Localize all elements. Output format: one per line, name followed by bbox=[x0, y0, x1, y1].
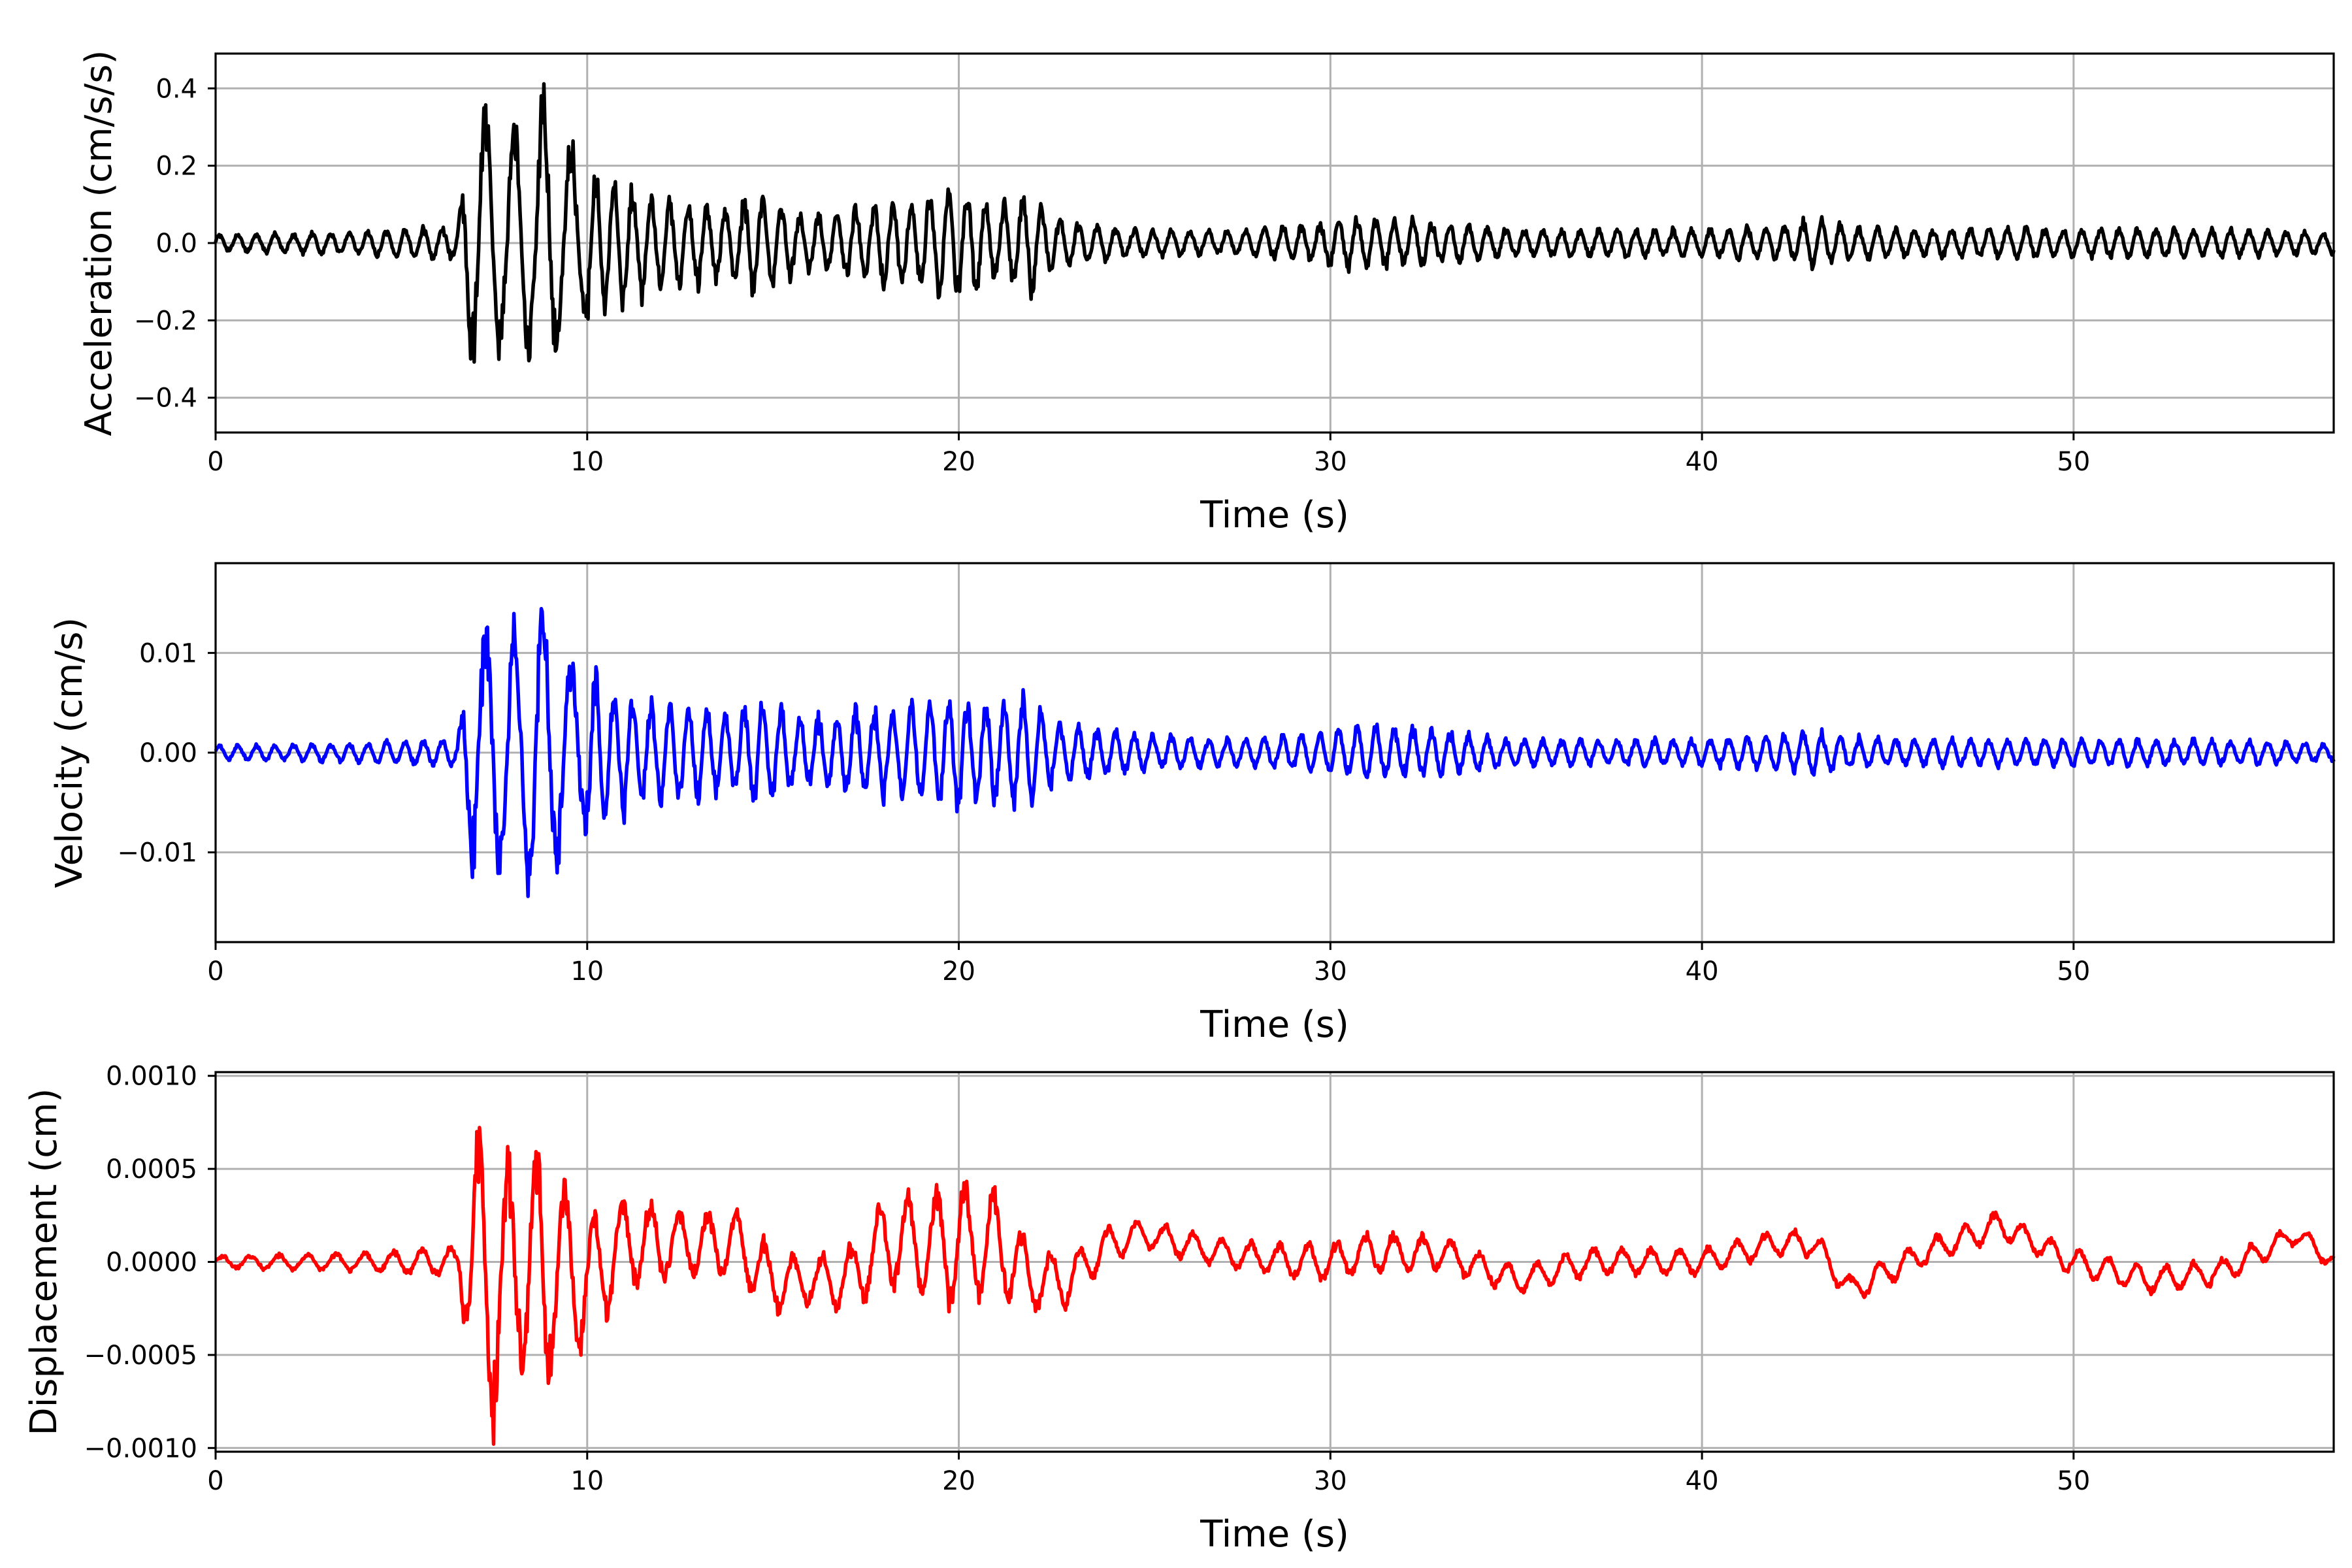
displacement-ytick-label-4: 0.0010 bbox=[106, 1062, 197, 1092]
displacement-xtick-label-4: 40 bbox=[1686, 1466, 1719, 1496]
velocity-xlabel: Time (s) bbox=[1200, 1004, 1349, 1046]
displacement-xtick-label-1: 10 bbox=[570, 1466, 604, 1496]
velocity-panel: 0 10 20 30 40 50 −0.01 0.00 0.01 Time (s) Velocity… bbox=[48, 562, 2336, 1046]
acceleration-xtick-label-2: 20 bbox=[942, 447, 975, 477]
velocity-xtick-label-5: 50 bbox=[2057, 956, 2090, 987]
acceleration-xlabel: Time (s) bbox=[1200, 494, 1349, 536]
acceleration-xtick-label-0: 0 bbox=[207, 447, 223, 477]
displacement-xtick-label-5: 50 bbox=[2057, 1466, 2090, 1496]
acceleration-trace bbox=[214, 82, 2336, 364]
velocity-xtick-label-3: 30 bbox=[1314, 956, 1347, 987]
displacement-ytick-label-1: −0.0005 bbox=[84, 1341, 197, 1371]
displacement-xtick-label-0: 0 bbox=[207, 1466, 223, 1496]
acceleration-xtick-label-5: 50 bbox=[2057, 447, 2090, 477]
velocity-ytick-label-2: 0.01 bbox=[139, 638, 197, 668]
acceleration-ytick-label-1: −0.2 bbox=[134, 306, 197, 336]
velocity-ytick-label-0: −0.01 bbox=[117, 838, 197, 868]
acceleration-ytick-label-0: −0.4 bbox=[134, 384, 197, 414]
displacement-ytick-label-2: 0.0000 bbox=[106, 1248, 197, 1278]
displacement-ytick-label-3: 0.0005 bbox=[106, 1154, 197, 1184]
displacement-xlabel: Time (s) bbox=[1200, 1513, 1349, 1556]
acceleration-ytick-label-2: 0.0 bbox=[155, 229, 197, 259]
displacement-panel: 0 10 20 30 40 50 −0.0010 −0.0005 0.0000 0.0005 0.0… bbox=[23, 1062, 2336, 1556]
acceleration-xtick-label-1: 10 bbox=[570, 447, 604, 477]
acceleration-ytick-label-3: 0.2 bbox=[155, 152, 197, 182]
acceleration-panel: 0 10 20 30 40 50 −0.4 −0.2 0.0 0.2 0.4 Time (s) Acce… bbox=[78, 50, 2336, 536]
velocity-xtick-label-1: 10 bbox=[570, 956, 604, 987]
displacement-ytick-label-0: −0.0010 bbox=[84, 1433, 197, 1463]
acceleration-xtick-label-4: 40 bbox=[1686, 447, 1719, 477]
velocity-trace bbox=[214, 607, 2336, 898]
velocity-xtick-label-2: 20 bbox=[942, 956, 975, 987]
displacement-ylabel: Displacement (cm) bbox=[23, 1088, 65, 1436]
displacement-xtick-label-3: 30 bbox=[1314, 1466, 1347, 1496]
acceleration-ylabel: Acceleration (cm/s/s) bbox=[78, 50, 120, 436]
displacement-xtick-label-2: 20 bbox=[942, 1466, 975, 1496]
velocity-xtick-label-4: 40 bbox=[1686, 956, 1719, 987]
displacement-trace bbox=[214, 1126, 2336, 1446]
acceleration-xtick-label-3: 30 bbox=[1314, 447, 1347, 477]
velocity-xtick-label-0: 0 bbox=[207, 956, 223, 987]
velocity-ylabel: Velocity (cm/s) bbox=[48, 617, 91, 889]
velocity-ytick-label-1: 0.00 bbox=[139, 738, 197, 768]
acceleration-ytick-label-4: 0.4 bbox=[155, 74, 197, 104]
